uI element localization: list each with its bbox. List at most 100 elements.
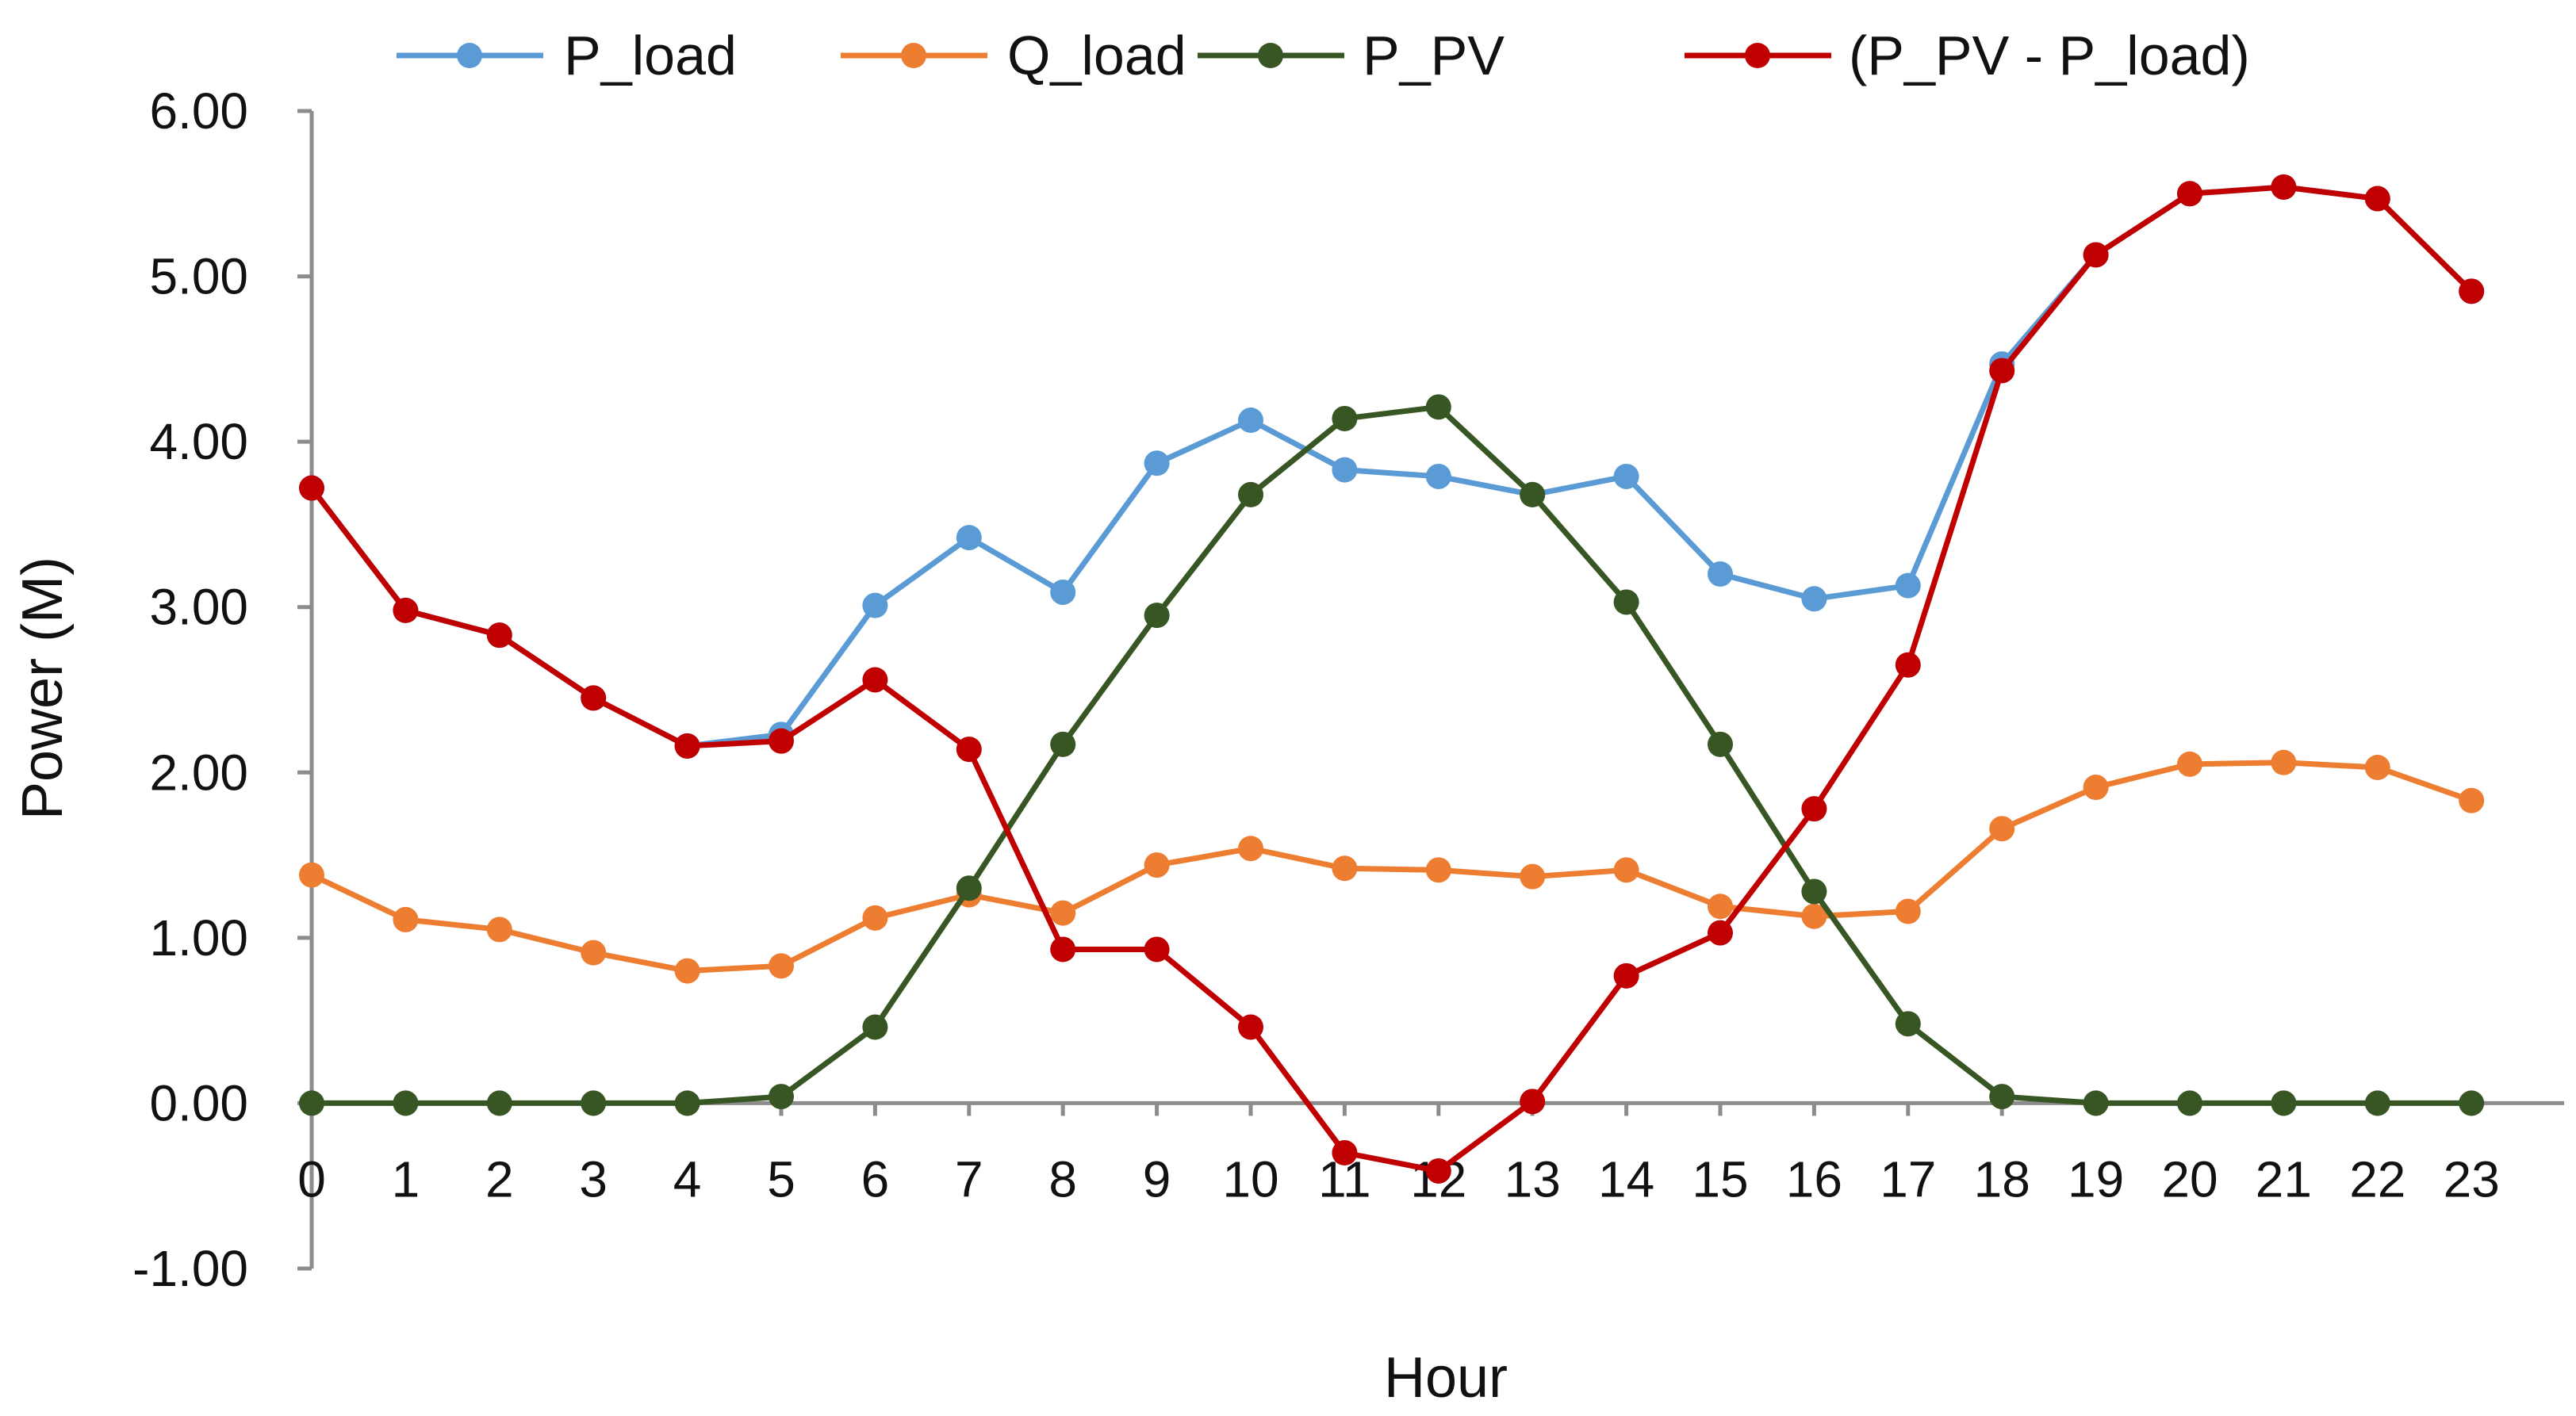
data-point [2271, 749, 2297, 775]
series-line [312, 404, 2472, 1106]
x-tick-label: 6 [861, 1150, 890, 1207]
legend-item: P_load [397, 25, 737, 86]
data-point [769, 953, 794, 979]
data-point [393, 1090, 419, 1116]
legend-marker [1745, 43, 1770, 68]
data-point [1332, 855, 1358, 882]
data-point [486, 622, 512, 649]
legend: P_load Q_load P_PV (P_PV - P_load) [397, 25, 2250, 86]
data-point [2364, 1090, 2390, 1116]
data-point [1708, 561, 1733, 587]
data-point [1425, 463, 1451, 489]
data-point [1613, 962, 1639, 989]
data-point [1144, 450, 1170, 476]
data-point [1613, 589, 1639, 615]
data-point [1050, 579, 1076, 605]
x-axis-ticks: 01234567891011121314151617181920212223 [297, 1103, 2500, 1207]
data-point [862, 667, 888, 693]
x-tick-label: 9 [1143, 1150, 1171, 1207]
data-point [1801, 586, 1827, 612]
data-point [1332, 1140, 1358, 1165]
y-axis-ticks: -1.00 0.00 1.00 2.00 3.00 4.00 5.00 6.00 [132, 82, 312, 1297]
x-tick-label: 1 [392, 1150, 420, 1207]
legend-item: (P_PV - P_load) [1685, 25, 2250, 86]
data-point [581, 685, 607, 711]
y-tick-label: 1.00 [149, 909, 248, 966]
y-tick-label: 3.00 [149, 579, 248, 636]
data-point [1895, 652, 1921, 678]
data-point [1708, 894, 1733, 920]
data-point [2364, 755, 2390, 781]
series-lines [299, 174, 2485, 1184]
data-point [1050, 900, 1076, 926]
data-point [1144, 936, 1170, 962]
data-point [2083, 775, 2109, 801]
data-point [1895, 572, 1921, 599]
data-point [2364, 186, 2390, 212]
data-point [674, 1090, 700, 1116]
x-tick-label: 17 [1880, 1150, 1936, 1207]
data-point [1238, 481, 1263, 507]
x-tick-label: 0 [297, 1150, 326, 1207]
data-point [1708, 731, 1733, 757]
legend-marker [457, 43, 482, 68]
data-point [1895, 898, 1921, 924]
legend-marker [1258, 43, 1283, 68]
data-point [1801, 878, 1827, 905]
data-point [1425, 394, 1451, 420]
data-point [956, 737, 982, 763]
data-point [769, 728, 794, 754]
data-point [1050, 936, 1076, 962]
x-tick-label: 13 [1505, 1150, 1561, 1207]
data-point [1613, 463, 1639, 489]
y-tick-label: 4.00 [149, 413, 248, 470]
data-point [862, 1014, 888, 1040]
data-point [862, 905, 888, 931]
data-point [1989, 358, 2015, 384]
data-point [1989, 816, 2015, 842]
data-point [1050, 731, 1076, 757]
data-point [1238, 1014, 1263, 1040]
data-point [486, 917, 512, 943]
data-point [1520, 863, 1546, 890]
legend-item: Q_load [841, 25, 1186, 86]
y-tick-label: -1.00 [132, 1240, 248, 1297]
x-tick-label: 18 [1974, 1150, 2030, 1207]
data-point [1332, 405, 1358, 431]
legend-label: P_PV [1363, 25, 1505, 86]
x-tick-label: 4 [673, 1150, 702, 1207]
x-tick-label: 14 [1598, 1150, 1654, 1207]
data-point [2177, 181, 2202, 207]
x-tick-label: 15 [1692, 1150, 1748, 1207]
data-point [299, 475, 324, 501]
legend-label: P_load [564, 25, 737, 86]
x-tick-label: 16 [1786, 1150, 1842, 1207]
data-point [393, 597, 419, 623]
x-tick-label: 8 [1048, 1150, 1077, 1207]
y-tick-label: 6.00 [149, 82, 248, 140]
y-tick-label: 2.00 [149, 744, 248, 801]
data-point [1895, 1011, 1921, 1037]
data-point [393, 906, 419, 932]
y-tick-label: 0.00 [149, 1074, 248, 1131]
data-point [862, 592, 888, 618]
data-point [1144, 852, 1170, 878]
x-tick-label: 23 [2444, 1150, 2500, 1207]
data-point [1332, 457, 1358, 483]
data-point [769, 1084, 794, 1110]
data-point [1238, 408, 1263, 434]
data-point [1520, 1089, 1546, 1115]
legend-marker [901, 43, 926, 68]
x-tick-label: 22 [2349, 1150, 2405, 1207]
data-point [1144, 603, 1170, 629]
data-point [1238, 836, 1263, 862]
series-1 [299, 749, 2485, 984]
data-point [674, 733, 700, 759]
legend-item: P_PV [1198, 25, 1505, 86]
x-tick-label: 3 [579, 1150, 608, 1207]
legend-label: Q_load [1007, 25, 1186, 86]
data-point [299, 862, 324, 888]
x-tick-label: 2 [485, 1150, 514, 1207]
data-point [2459, 787, 2485, 813]
data-point [1613, 857, 1639, 883]
